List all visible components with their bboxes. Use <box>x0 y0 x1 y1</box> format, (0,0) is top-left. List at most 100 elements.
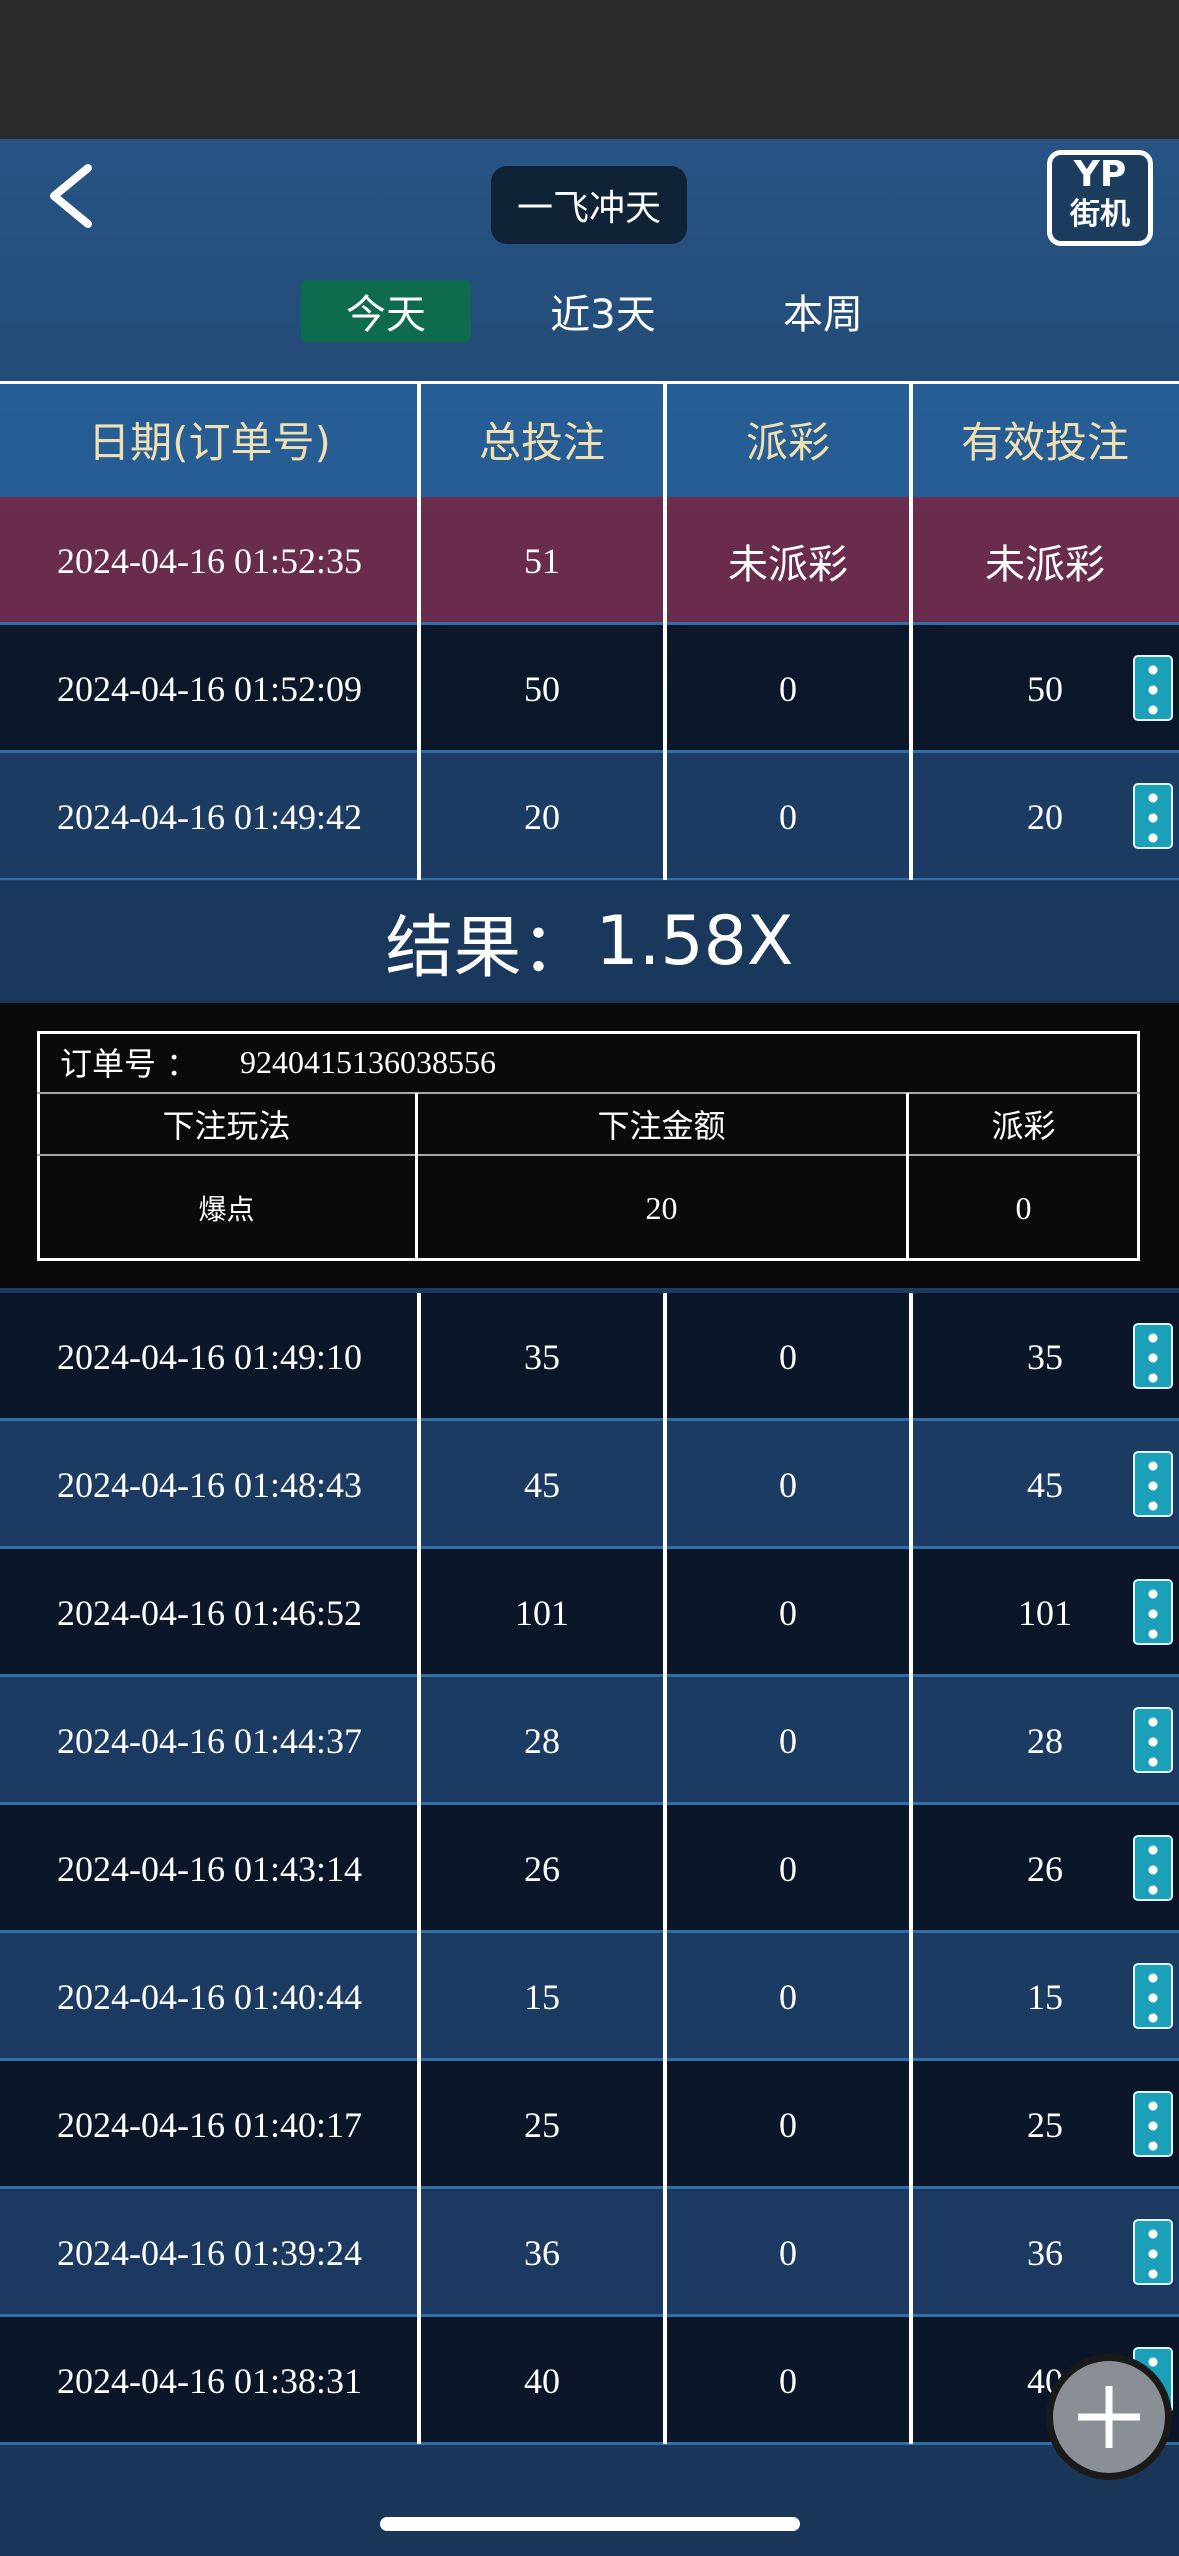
table-cell: 2024-04-16 01:43:14 <box>57 1849 362 1889</box>
result-band <box>0 880 1179 1003</box>
table-row <box>0 1677 1179 1805</box>
row-menu-button[interactable] <box>1133 1451 1173 1517</box>
table-cell: 28 <box>524 1721 560 1761</box>
detail-panel <box>0 1003 1179 1288</box>
row-menu-button[interactable] <box>1133 1963 1173 2029</box>
table-cell: 0 <box>779 2361 797 2401</box>
result-text: 结果： 1.58X <box>0 880 1179 1003</box>
table-cell: 45 <box>524 1465 560 1505</box>
row-menu-button[interactable] <box>1133 655 1173 721</box>
table-cell: 101 <box>1018 1593 1072 1633</box>
table-cell: 0 <box>779 797 797 837</box>
table-cell: 2024-04-16 01:52:09 <box>57 669 362 709</box>
table-row <box>0 753 1179 881</box>
table-cell: 26 <box>524 1849 560 1889</box>
table-cell: 0 <box>779 1977 797 2017</box>
detail-divider <box>415 1093 418 1261</box>
status-bar <box>0 0 1179 139</box>
row-menu-button[interactable] <box>1133 1835 1173 1901</box>
table-cell: 15 <box>1027 1977 1063 2017</box>
table-cell: 2024-04-16 01:49:42 <box>57 797 362 837</box>
table-cell: 26 <box>1027 1849 1063 1889</box>
table-cell: 2024-04-16 01:52:35 <box>57 541 362 581</box>
table-cell: 45 <box>1027 1465 1063 1505</box>
table-cell: 2024-04-16 01:40:17 <box>57 2105 362 2145</box>
column-divider <box>909 1293 913 2444</box>
row-menu-button[interactable] <box>1133 1579 1173 1645</box>
table-cell: 2024-04-16 01:39:24 <box>57 2233 362 2273</box>
order-label: 订单号 ： <box>60 1045 199 1083</box>
row-menu-button[interactable] <box>1133 2091 1173 2157</box>
tab[interactable]: 近3天 <box>550 292 656 338</box>
detail-line <box>37 1092 1140 1094</box>
table-cell: 20 <box>524 797 560 837</box>
table-cell: 2024-04-16 01:44:37 <box>57 1721 362 1761</box>
column-divider <box>417 1293 421 2444</box>
table-row <box>0 625 1179 753</box>
table-cell: 0 <box>779 1849 797 1889</box>
table-cell: 51 <box>524 541 560 581</box>
detail-cell: 0 <box>1015 1189 1032 1226</box>
table-row <box>0 2061 1179 2189</box>
title-pill: 一飞冲天 <box>491 166 687 244</box>
table-cell: 25 <box>1027 2105 1063 2145</box>
table-cell: 36 <box>1027 2233 1063 2273</box>
table-cell: 0 <box>779 1721 797 1761</box>
result-value: 1.58X <box>595 902 794 981</box>
table-cell: 2024-04-16 01:48:43 <box>57 1465 362 1505</box>
table-cell: 35 <box>1027 1337 1063 1377</box>
column-divider <box>417 381 421 880</box>
row-menu-button[interactable] <box>1133 1707 1173 1773</box>
row-menu-button[interactable] <box>1133 1323 1173 1389</box>
table-cell: 101 <box>515 1593 569 1633</box>
table-cell: 0 <box>779 1465 797 1505</box>
tab[interactable]: 本周 <box>783 292 863 338</box>
table-cell: 40 <box>524 2361 560 2401</box>
logo-text: 街机 <box>1070 197 1130 232</box>
table-cell: 28 <box>1027 1721 1063 1761</box>
row-menu-button[interactable] <box>1133 2219 1173 2285</box>
order-number: 9240415136038556 <box>240 1043 496 1080</box>
home-indicator <box>380 2517 800 2531</box>
table-cell: 2024-04-16 01:49:10 <box>57 1337 362 1377</box>
table-cell: 36 <box>524 2233 560 2273</box>
detail-header: 下注玩法 <box>162 1107 291 1145</box>
logo-text: YP <box>1073 154 1127 195</box>
table-row <box>0 1421 1179 1549</box>
table-row <box>0 1549 1179 1677</box>
table-cell: 50 <box>524 669 560 709</box>
column-header: 总投注 <box>478 417 605 467</box>
back-button[interactable] <box>40 160 100 232</box>
detail-cell: 爆点 <box>198 1195 255 1226</box>
table-row <box>0 1293 1179 1421</box>
table-row <box>0 497 1179 625</box>
table-cell: 未派彩 <box>728 542 848 587</box>
detail-header: 派彩 <box>991 1107 1056 1145</box>
logo: YP 街机 <box>1047 150 1153 246</box>
table-cell: 35 <box>524 1337 560 1377</box>
column-header: 有效投注 <box>960 417 1129 467</box>
table-row <box>0 2189 1179 2317</box>
detail-line <box>37 1154 1140 1156</box>
column-divider <box>909 381 913 880</box>
add-button[interactable] <box>1042 2350 1176 2484</box>
detail-cell: 20 <box>645 1189 678 1226</box>
page-title: 一飞冲天 <box>516 188 661 229</box>
detail-header: 下注金额 <box>597 1107 726 1145</box>
result-label: 结果： <box>385 909 590 988</box>
column-header: 日期(订单号) <box>88 417 331 467</box>
row-menu-button[interactable] <box>1133 783 1173 849</box>
table-cell: 0 <box>779 2105 797 2145</box>
column-divider <box>663 381 667 880</box>
detail-box <box>37 1031 1140 1261</box>
table-row <box>0 2317 1179 2445</box>
table-cell: 未派彩 <box>985 542 1105 587</box>
table-row <box>0 1805 1179 1933</box>
table-cell: 2024-04-16 01:38:31 <box>57 2361 362 2401</box>
tab[interactable]: 今天 <box>301 280 471 342</box>
table-cell: 2024-04-16 01:46:52 <box>57 1593 362 1633</box>
table-cell: 25 <box>524 2105 560 2145</box>
table-cell: 20 <box>1027 797 1063 837</box>
table-cell: 2024-04-16 01:40:44 <box>57 1977 362 2017</box>
